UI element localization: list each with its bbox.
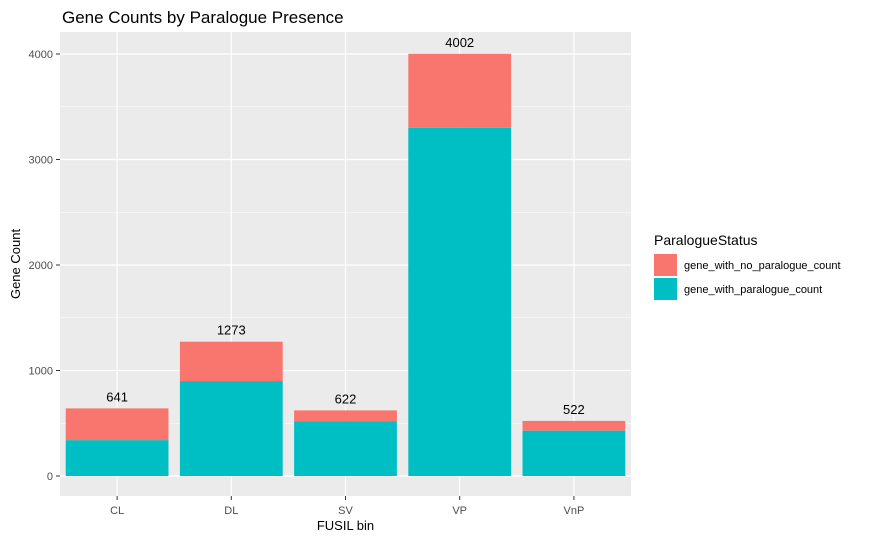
bar-CL-gene_with_paralogue_count xyxy=(65,440,169,476)
x-tick-label-VnP: VnP xyxy=(564,505,585,517)
total-label-CL: 641 xyxy=(106,389,128,404)
legend-swatch-gene_with_paralogue_count xyxy=(654,278,677,300)
x-tick-label-SV: SV xyxy=(338,505,353,517)
x-tick-label-CL: CL xyxy=(110,505,124,517)
total-label-SV: 622 xyxy=(335,391,357,406)
data-labels: 641 1273 622 4002 522 xyxy=(106,35,585,417)
bar-DL-gene_with_no_paralogue_count xyxy=(179,341,283,382)
bar-VnP-gene_with_no_paralogue_count xyxy=(522,420,626,431)
legend-label-gene_with_paralogue_count: gene_with_paralogue_count xyxy=(684,284,822,296)
bar-SV-gene_with_no_paralogue_count xyxy=(294,410,397,422)
y-axis-ticks: 0 1000 2000 3000 4000 xyxy=(29,49,60,483)
y-tick-label: 3000 xyxy=(29,155,53,167)
total-label-VnP: 522 xyxy=(563,402,585,417)
x-tick-label-VP: VP xyxy=(452,505,467,517)
y-tick-label: 2000 xyxy=(29,260,53,272)
x-axis-ticks: CL DL SV VP VnP xyxy=(110,496,584,517)
bar-SV-gene_with_paralogue_count xyxy=(294,421,397,476)
total-label-DL: 1273 xyxy=(217,323,246,338)
y-tick-label: 4000 xyxy=(29,49,53,61)
x-tick-label-DL: DL xyxy=(224,505,238,517)
legend-label-gene_with_no_paralogue_count: gene_with_no_paralogue_count xyxy=(684,260,841,272)
bar-VP-gene_with_paralogue_count xyxy=(408,127,512,476)
bar-DL-gene_with_paralogue_count xyxy=(179,381,283,476)
bar-CL-gene_with_no_paralogue_count xyxy=(65,408,169,441)
bars xyxy=(65,53,626,476)
legend: ParalogueStatus gene_with_no_paralogue_c… xyxy=(654,232,841,300)
legend-swatch-gene_with_no_paralogue_count xyxy=(654,254,677,276)
x-axis-title: FUSIL bin xyxy=(317,518,374,533)
chart-title: Gene Counts by Paralogue Presence xyxy=(62,8,344,27)
y-tick-label: 0 xyxy=(47,471,53,483)
y-axis-title: Gene Count xyxy=(8,229,23,299)
bar-VnP-gene_with_paralogue_count xyxy=(522,430,626,476)
total-label-VP: 4002 xyxy=(445,35,474,50)
bar-VP-gene_with_no_paralogue_count xyxy=(408,53,512,128)
legend-title: ParalogueStatus xyxy=(654,232,758,248)
y-tick-label: 1000 xyxy=(29,366,53,378)
